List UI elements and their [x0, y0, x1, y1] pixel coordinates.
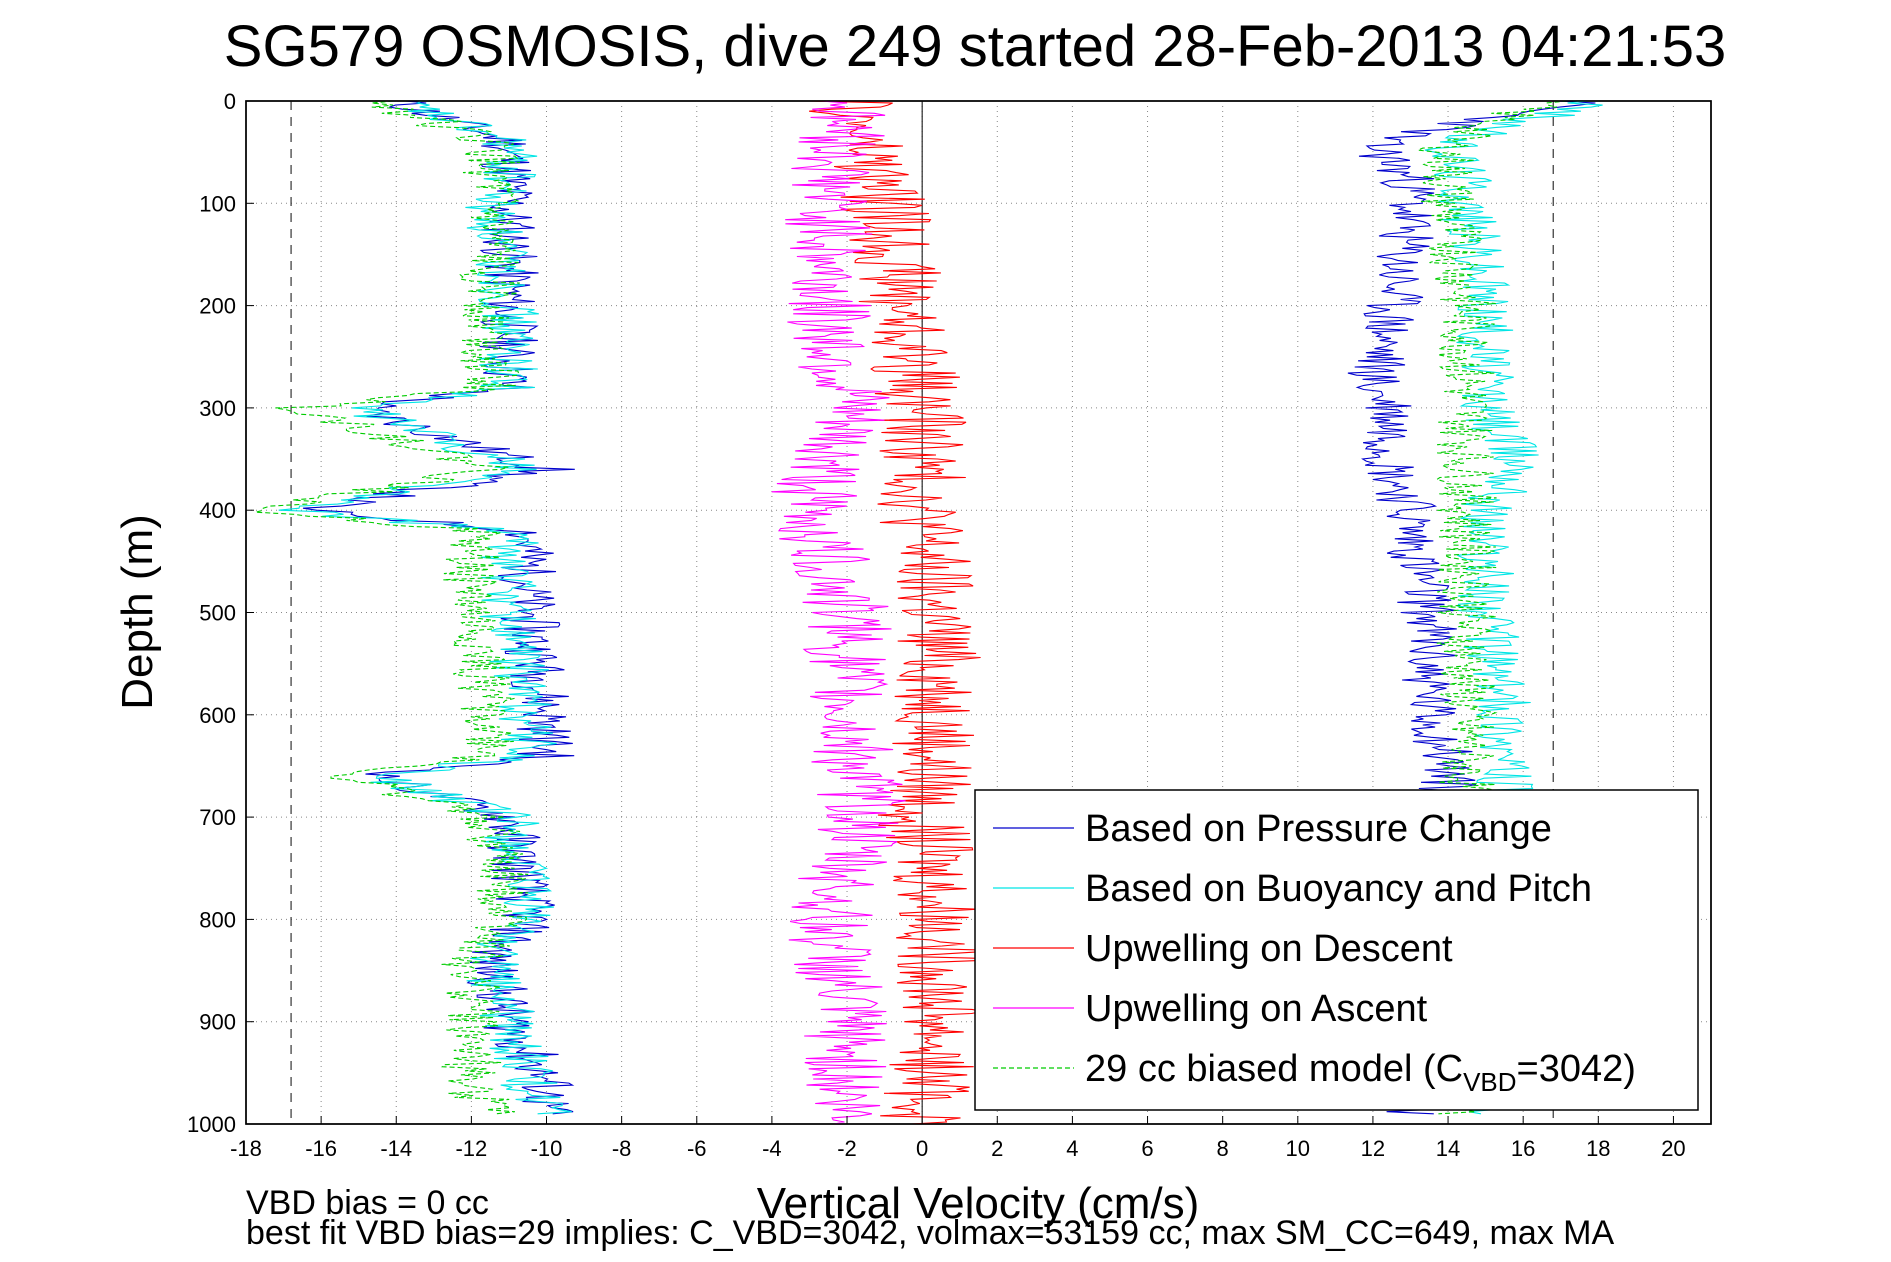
x-axis-ticks: -18 -16 -14 -12 -10 -8 -6 -4 -2 0 2 4 6 8 10 12 14 16 18 20 [230, 1116, 1686, 1161]
y-tick-label: 200 [199, 294, 236, 319]
x-tick-label: 16 [1511, 1136, 1535, 1161]
y-tick-label: 800 [199, 907, 236, 932]
footer-line-2: best fit VBD bias=29 implies: C_VBD=3042… [246, 1214, 1615, 1252]
y-tick-label: 900 [199, 1010, 236, 1035]
series-29-cc-biased-model-c-vbd-3042-descent [255, 100, 529, 1115]
x-tick-label: -4 [762, 1136, 782, 1161]
y-tick-label: 600 [199, 703, 236, 728]
series-29-cc-biased-model-c-vbd-3042-ascent [1417, 100, 1568, 1115]
plot-frame [245, 100, 1712, 1125]
y-tick-label: 500 [199, 601, 236, 626]
x-tick-label: 14 [1436, 1136, 1460, 1161]
x-tick-label: -14 [380, 1136, 412, 1161]
x-tick-label: -8 [612, 1136, 632, 1161]
legend-label: Based on Buoyancy and Pitch [1085, 868, 1592, 910]
x-tick-label: 10 [1286, 1136, 1310, 1161]
y-axis-label: Depth (m) [113, 514, 162, 710]
x-tick-label: 4 [1066, 1136, 1078, 1161]
y-tick-label: 300 [199, 396, 236, 421]
legend: Based on Pressure Change Based on Buoyanc… [974, 789, 1699, 1111]
y-tick-label: 1000 [187, 1112, 236, 1137]
x-tick-label: 8 [1217, 1136, 1229, 1161]
legend-box [974, 789, 1699, 1111]
chart-title: SG579 OSMOSIS, dive 249 started 28-Feb-2… [224, 14, 1726, 79]
legend-label-tail: =3042) [1517, 1048, 1636, 1090]
x-tick-label: -6 [687, 1136, 707, 1161]
legend-label: Based on Pressure Change [1085, 808, 1552, 850]
x-tick-label: 6 [1141, 1136, 1153, 1161]
x-tick-label: -12 [455, 1136, 487, 1161]
series-based-on-buoyancy-and-pitch-descent [278, 100, 572, 1115]
y-axis-ticks: 0 100 200 300 400 500 600 700 800 900 1000 [187, 89, 254, 1137]
y-tick-label: 0 [224, 89, 236, 114]
footer-line-1: VBD bias = 0 cc [246, 1184, 489, 1222]
x-tick-label: 0 [916, 1136, 928, 1161]
x-tick-label: -10 [531, 1136, 563, 1161]
x-axis-label: Vertical Velocity (cm/s) [757, 1179, 1200, 1228]
x-tick-label: 2 [991, 1136, 1003, 1161]
x-tick-label: 18 [1586, 1136, 1610, 1161]
series-upwelling-on-descent [809, 100, 985, 1125]
x-tick-label: 12 [1361, 1136, 1385, 1161]
legend-label: 29 cc biased model (CVBD=3042) [1085, 1048, 1636, 1097]
series-upwelling-on-ascent [771, 100, 906, 1125]
x-tick-label: -18 [230, 1136, 262, 1161]
legend-label-main: 29 cc biased model (C [1085, 1048, 1463, 1090]
y-tick-label: 700 [199, 805, 236, 830]
y-tick-label: 100 [199, 191, 236, 216]
x-tick-label: -2 [837, 1136, 857, 1161]
x-tick-label: 20 [1661, 1136, 1685, 1161]
legend-label: Upwelling on Descent [1085, 928, 1453, 970]
x-tick-label: -16 [305, 1136, 337, 1161]
legend-label-subscript: VBD [1463, 1067, 1516, 1097]
y-tick-label: 400 [199, 498, 236, 523]
legend-label: Upwelling on Ascent [1085, 988, 1428, 1030]
